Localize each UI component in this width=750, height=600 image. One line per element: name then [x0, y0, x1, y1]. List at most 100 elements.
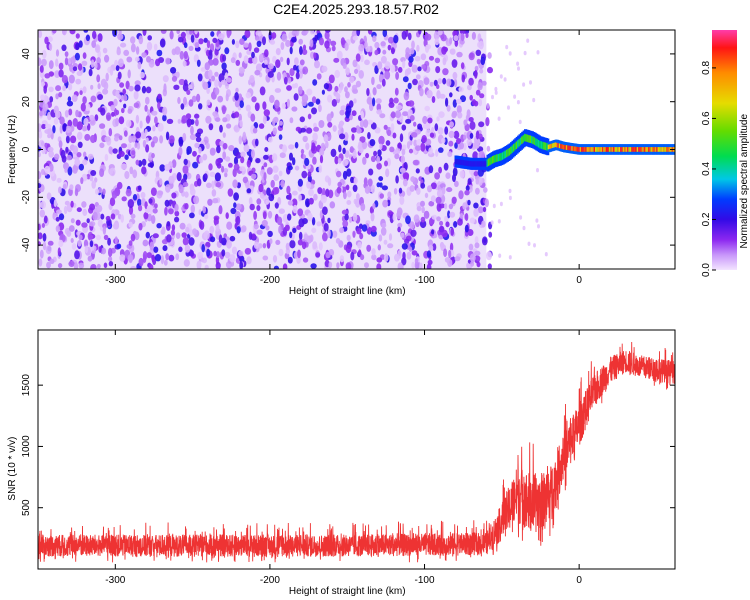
noise-speckle — [339, 81, 344, 91]
noise-speckle — [246, 188, 252, 194]
noise-speckle — [443, 162, 449, 171]
noise-speckle — [143, 212, 149, 220]
noise-speckle — [165, 57, 171, 65]
noise-speckle — [291, 36, 297, 43]
noise-speckle — [222, 151, 227, 160]
noise-speckle — [43, 85, 47, 94]
noise-speckle — [123, 130, 128, 137]
noise-speckle — [162, 106, 168, 116]
noise-speckle — [163, 83, 167, 93]
noise-speckle — [351, 133, 355, 141]
noise-speckle — [262, 211, 267, 220]
noise-speckle — [263, 162, 268, 168]
noise-speckle — [463, 134, 467, 141]
noise-speckle — [72, 145, 79, 155]
noise-speckle — [307, 212, 313, 222]
noise-speckle — [218, 234, 223, 244]
noise-speckle — [242, 176, 249, 184]
noise-speckle — [109, 67, 114, 76]
noise-speckle — [311, 96, 317, 104]
noise-speckle — [104, 54, 110, 63]
noise-speckle — [318, 104, 322, 113]
noise-speckle — [157, 122, 164, 132]
noise-speckle — [314, 34, 319, 42]
noise-speckle — [222, 132, 226, 138]
noise-speckle — [445, 221, 450, 228]
noise-speckle — [102, 188, 106, 195]
noise-speckle — [457, 112, 463, 119]
noise-speckle — [293, 64, 297, 71]
noise-speckle — [90, 264, 97, 269]
noise-speckle — [232, 168, 237, 178]
noise-speckle — [424, 33, 432, 41]
noise-speckle — [288, 144, 295, 150]
noise-speckle — [402, 251, 406, 261]
noise-speckle — [138, 204, 143, 212]
noise-speckle — [226, 221, 233, 230]
noise-speckle — [214, 79, 219, 88]
noise-speckle — [321, 65, 328, 73]
noise-speckle — [74, 158, 81, 167]
noise-speckle — [481, 220, 486, 228]
noise-speckle — [65, 146, 69, 153]
noise-speckle — [38, 200, 42, 210]
noise-speckle — [139, 71, 145, 79]
noise-speckle — [208, 69, 213, 79]
noise-speckle — [334, 69, 341, 79]
noise-speckle — [70, 238, 74, 243]
noise-speckle — [381, 222, 387, 228]
noise-speckle — [339, 227, 345, 234]
noise-speckle — [313, 52, 317, 59]
noise-speckle — [426, 250, 432, 258]
noise-speckle — [238, 113, 242, 122]
noise-speckle — [186, 89, 191, 96]
noise-speckle — [473, 202, 479, 209]
noise-speckle — [82, 125, 87, 132]
noise-speckle — [449, 121, 454, 128]
noise-speckle — [310, 51, 315, 59]
noise-speckle — [55, 225, 61, 233]
noise-speckle — [324, 30, 331, 33]
noise-speckle — [197, 73, 203, 82]
noise-speckle — [197, 251, 204, 260]
noise-speckle — [374, 127, 381, 134]
noise-speckle — [248, 231, 253, 240]
noise-speckle — [321, 187, 326, 196]
noise-speckle — [210, 31, 215, 37]
noise-speckle — [327, 94, 333, 103]
noise-speckle — [419, 262, 423, 269]
noise-speckle — [410, 176, 416, 183]
noise-speckle — [48, 43, 53, 50]
noise-speckle — [342, 220, 349, 228]
noise-speckle — [55, 85, 62, 92]
noise-speckle — [387, 44, 392, 51]
noise-speckle — [150, 141, 155, 148]
noise-speckle — [201, 244, 205, 253]
noise-speckle — [145, 231, 150, 239]
noise-speckle — [141, 158, 147, 166]
noise-speckle — [194, 42, 200, 49]
noise-speckle — [410, 132, 418, 138]
noise-speckle — [58, 140, 63, 149]
noise-speckle — [465, 32, 469, 39]
noise-speckle — [216, 162, 222, 169]
noise-speckle — [263, 154, 269, 160]
noise-speckle — [359, 232, 364, 240]
noise-speckle — [536, 168, 539, 173]
noise-speckle — [204, 213, 209, 220]
noise-speckle — [403, 91, 410, 101]
noise-speckle — [203, 173, 208, 181]
noise-speckle — [159, 38, 166, 48]
noise-speckle — [416, 44, 420, 52]
noise-speckle — [328, 189, 334, 199]
noise-speckle — [127, 254, 134, 263]
noise-speckle — [439, 93, 446, 99]
noise-speckle — [99, 168, 105, 178]
noise-speckle — [491, 94, 494, 100]
noise-speckle — [420, 142, 426, 152]
noise-speckle — [522, 225, 526, 231]
noise-speckle — [380, 55, 387, 64]
noise-speckle — [68, 83, 73, 91]
noise-speckle — [422, 115, 428, 125]
